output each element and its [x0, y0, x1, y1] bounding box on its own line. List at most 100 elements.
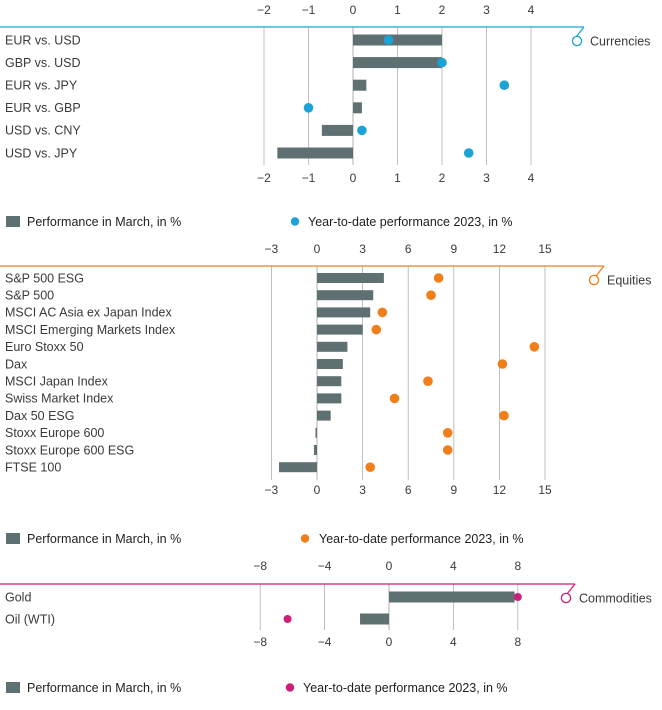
category-label-5: USD vs. JPY [5, 146, 78, 160]
bar-eur-vs-jpy [353, 79, 367, 91]
dot-euro-stoxx-50 [529, 342, 540, 352]
dot-oil-wti [283, 615, 292, 623]
x-tick-label-top-1: −4 [318, 559, 332, 573]
dot-s-p-500 [426, 290, 436, 301]
x-tick-label-top-6: 4 [528, 3, 535, 17]
section-accent-diagonal [595, 265, 605, 277]
legend-dot-swatch [290, 217, 300, 226]
legend-bar-label: Performance in March, in % [27, 681, 181, 695]
section-accent-diagonal [575, 26, 585, 38]
x-tick-label-top-4: 2 [439, 3, 446, 17]
bar-s-p-500 [317, 290, 374, 301]
dot-gbp-vs-usd [437, 57, 447, 68]
dot-stoxx-europe-600 [442, 428, 453, 438]
section-label: Commodities [579, 592, 652, 606]
dot-msci-japan-index [423, 376, 433, 387]
category-label-0: Gold [5, 590, 31, 604]
dot-ftse-100 [365, 462, 376, 473]
bar-gbp-vs-usd [353, 57, 442, 69]
chart-section-commodities: −8 −8 −4 −4 0 0 4 4 8 8 Commodities Gold Oil (WTI) Pe… [0, 559, 652, 695]
category-label-3: EUR vs. GBP [5, 101, 81, 115]
x-tick-label-bottom-3: 1 [394, 171, 401, 185]
bar-msci-ac-asia-ex-japan-index [317, 307, 371, 318]
category-label-1: GBP vs. USD [5, 56, 80, 70]
bar-stoxx-europe-600 [315, 427, 317, 438]
bar-eur-vs-gbp [353, 102, 362, 114]
dot-swiss-market-index [389, 393, 400, 404]
legend-dot-label: Year-to-date performance 2023, in % [308, 215, 513, 229]
x-tick-label-bottom-2: 0 [350, 171, 357, 185]
x-tick-label-top-0: −2 [257, 3, 271, 17]
bar-euro-stoxx-50 [317, 341, 348, 352]
x-tick-label-bottom-1: −4 [318, 635, 332, 649]
legend-dot-swatch [300, 534, 310, 543]
dot-usd-vs-cny [357, 125, 367, 136]
bar-msci-emerging-markets-index [317, 324, 363, 335]
bar-dax-50-esg [317, 410, 331, 421]
category-label-0: EUR vs. USD [5, 33, 81, 47]
x-tick-label-top-2: 3 [359, 242, 366, 256]
category-label-0: S&P 500 ESG [5, 271, 84, 285]
dot-usd-vs-jpy [463, 148, 474, 158]
x-tick-label-bottom-4: 9 [450, 483, 457, 497]
bar-ftse-100 [279, 462, 317, 473]
dot-msci-ac-asia-ex-japan-index [377, 307, 388, 318]
dot-msci-emerging-markets-index [371, 324, 382, 335]
x-tick-label-bottom-3: 4 [450, 635, 457, 649]
x-tick-label-top-0: −8 [253, 559, 267, 573]
dot-eur-vs-gbp [303, 103, 314, 113]
legend-dot-swatch [285, 683, 295, 692]
x-tick-label-bottom-6: 4 [528, 171, 535, 185]
dot-dax-50-esg [499, 410, 509, 421]
legend-bar-swatch [6, 533, 20, 544]
category-label-1: S&P 500 [5, 289, 54, 303]
legend-bar-label: Performance in March, in % [27, 215, 181, 229]
x-tick-label-top-1: −1 [302, 3, 316, 17]
section-label: Currencies [590, 35, 650, 49]
bar-oil-wti [360, 613, 389, 625]
x-tick-label-top-6: 15 [538, 242, 552, 256]
bar-s-p-500-esg [317, 273, 384, 283]
x-tick-label-top-2: 0 [350, 3, 357, 17]
x-tick-label-bottom-5: 3 [483, 171, 490, 185]
x-tick-label-top-1: 0 [314, 242, 321, 256]
dot-gold [513, 593, 522, 601]
bar-swiss-market-index [317, 393, 342, 404]
dot-s-p-500-esg [433, 273, 444, 283]
chart-section-equities: −3 −3 0 0 3 3 6 6 9 9 12 12 15 15 Equities S&P 500 ESG S… [0, 242, 651, 546]
x-tick-label-bottom-1: −1 [302, 171, 316, 185]
x-tick-label-bottom-0: −2 [257, 171, 271, 185]
category-label-2: EUR vs. JPY [5, 79, 78, 93]
section-marker-circle [588, 274, 600, 286]
legend-bar-swatch [6, 682, 20, 693]
legend-bar-label: Performance in March, in % [27, 532, 181, 546]
section-accent-diagonal [566, 583, 576, 595]
bar-usd-vs-jpy [277, 147, 353, 159]
category-label-6: MSCI Japan Index [5, 375, 109, 389]
bar-usd-vs-cny [321, 124, 353, 136]
x-tick-label-bottom-5: 12 [493, 483, 507, 497]
x-tick-label-top-3: 6 [405, 242, 412, 256]
category-label-1: Oil (WTI) [5, 612, 55, 626]
category-label-8: Dax 50 ESG [5, 409, 74, 423]
x-tick-label-top-0: −3 [265, 242, 279, 256]
category-label-7: Swiss Market Index [5, 392, 114, 406]
category-label-4: USD vs. CNY [5, 124, 81, 138]
legend-dot-label: Year-to-date performance 2023, in % [303, 681, 508, 695]
x-tick-label-top-3: 4 [450, 559, 457, 573]
category-label-4: Euro Stoxx 50 [5, 340, 84, 354]
bar-eur-vs-usd [353, 34, 442, 46]
legend-dot-label: Year-to-date performance 2023, in % [319, 532, 524, 546]
x-tick-label-bottom-2: 0 [386, 635, 393, 649]
x-tick-label-top-5: 12 [493, 242, 507, 256]
bar-gold [389, 591, 515, 603]
x-tick-label-bottom-0: −3 [265, 483, 279, 497]
chart-section-currencies: −2 −2 −1 −1 0 0 1 1 2 2 3 3 4 4 Currencies EUR vs. USD G… [0, 3, 650, 229]
x-tick-label-top-4: 9 [450, 242, 457, 256]
x-tick-label-top-4: 8 [514, 559, 521, 573]
category-label-9: Stoxx Europe 600 [5, 426, 104, 440]
bar-dax [317, 359, 343, 369]
x-tick-label-top-3: 1 [394, 3, 401, 17]
bar-msci-japan-index [317, 376, 342, 387]
